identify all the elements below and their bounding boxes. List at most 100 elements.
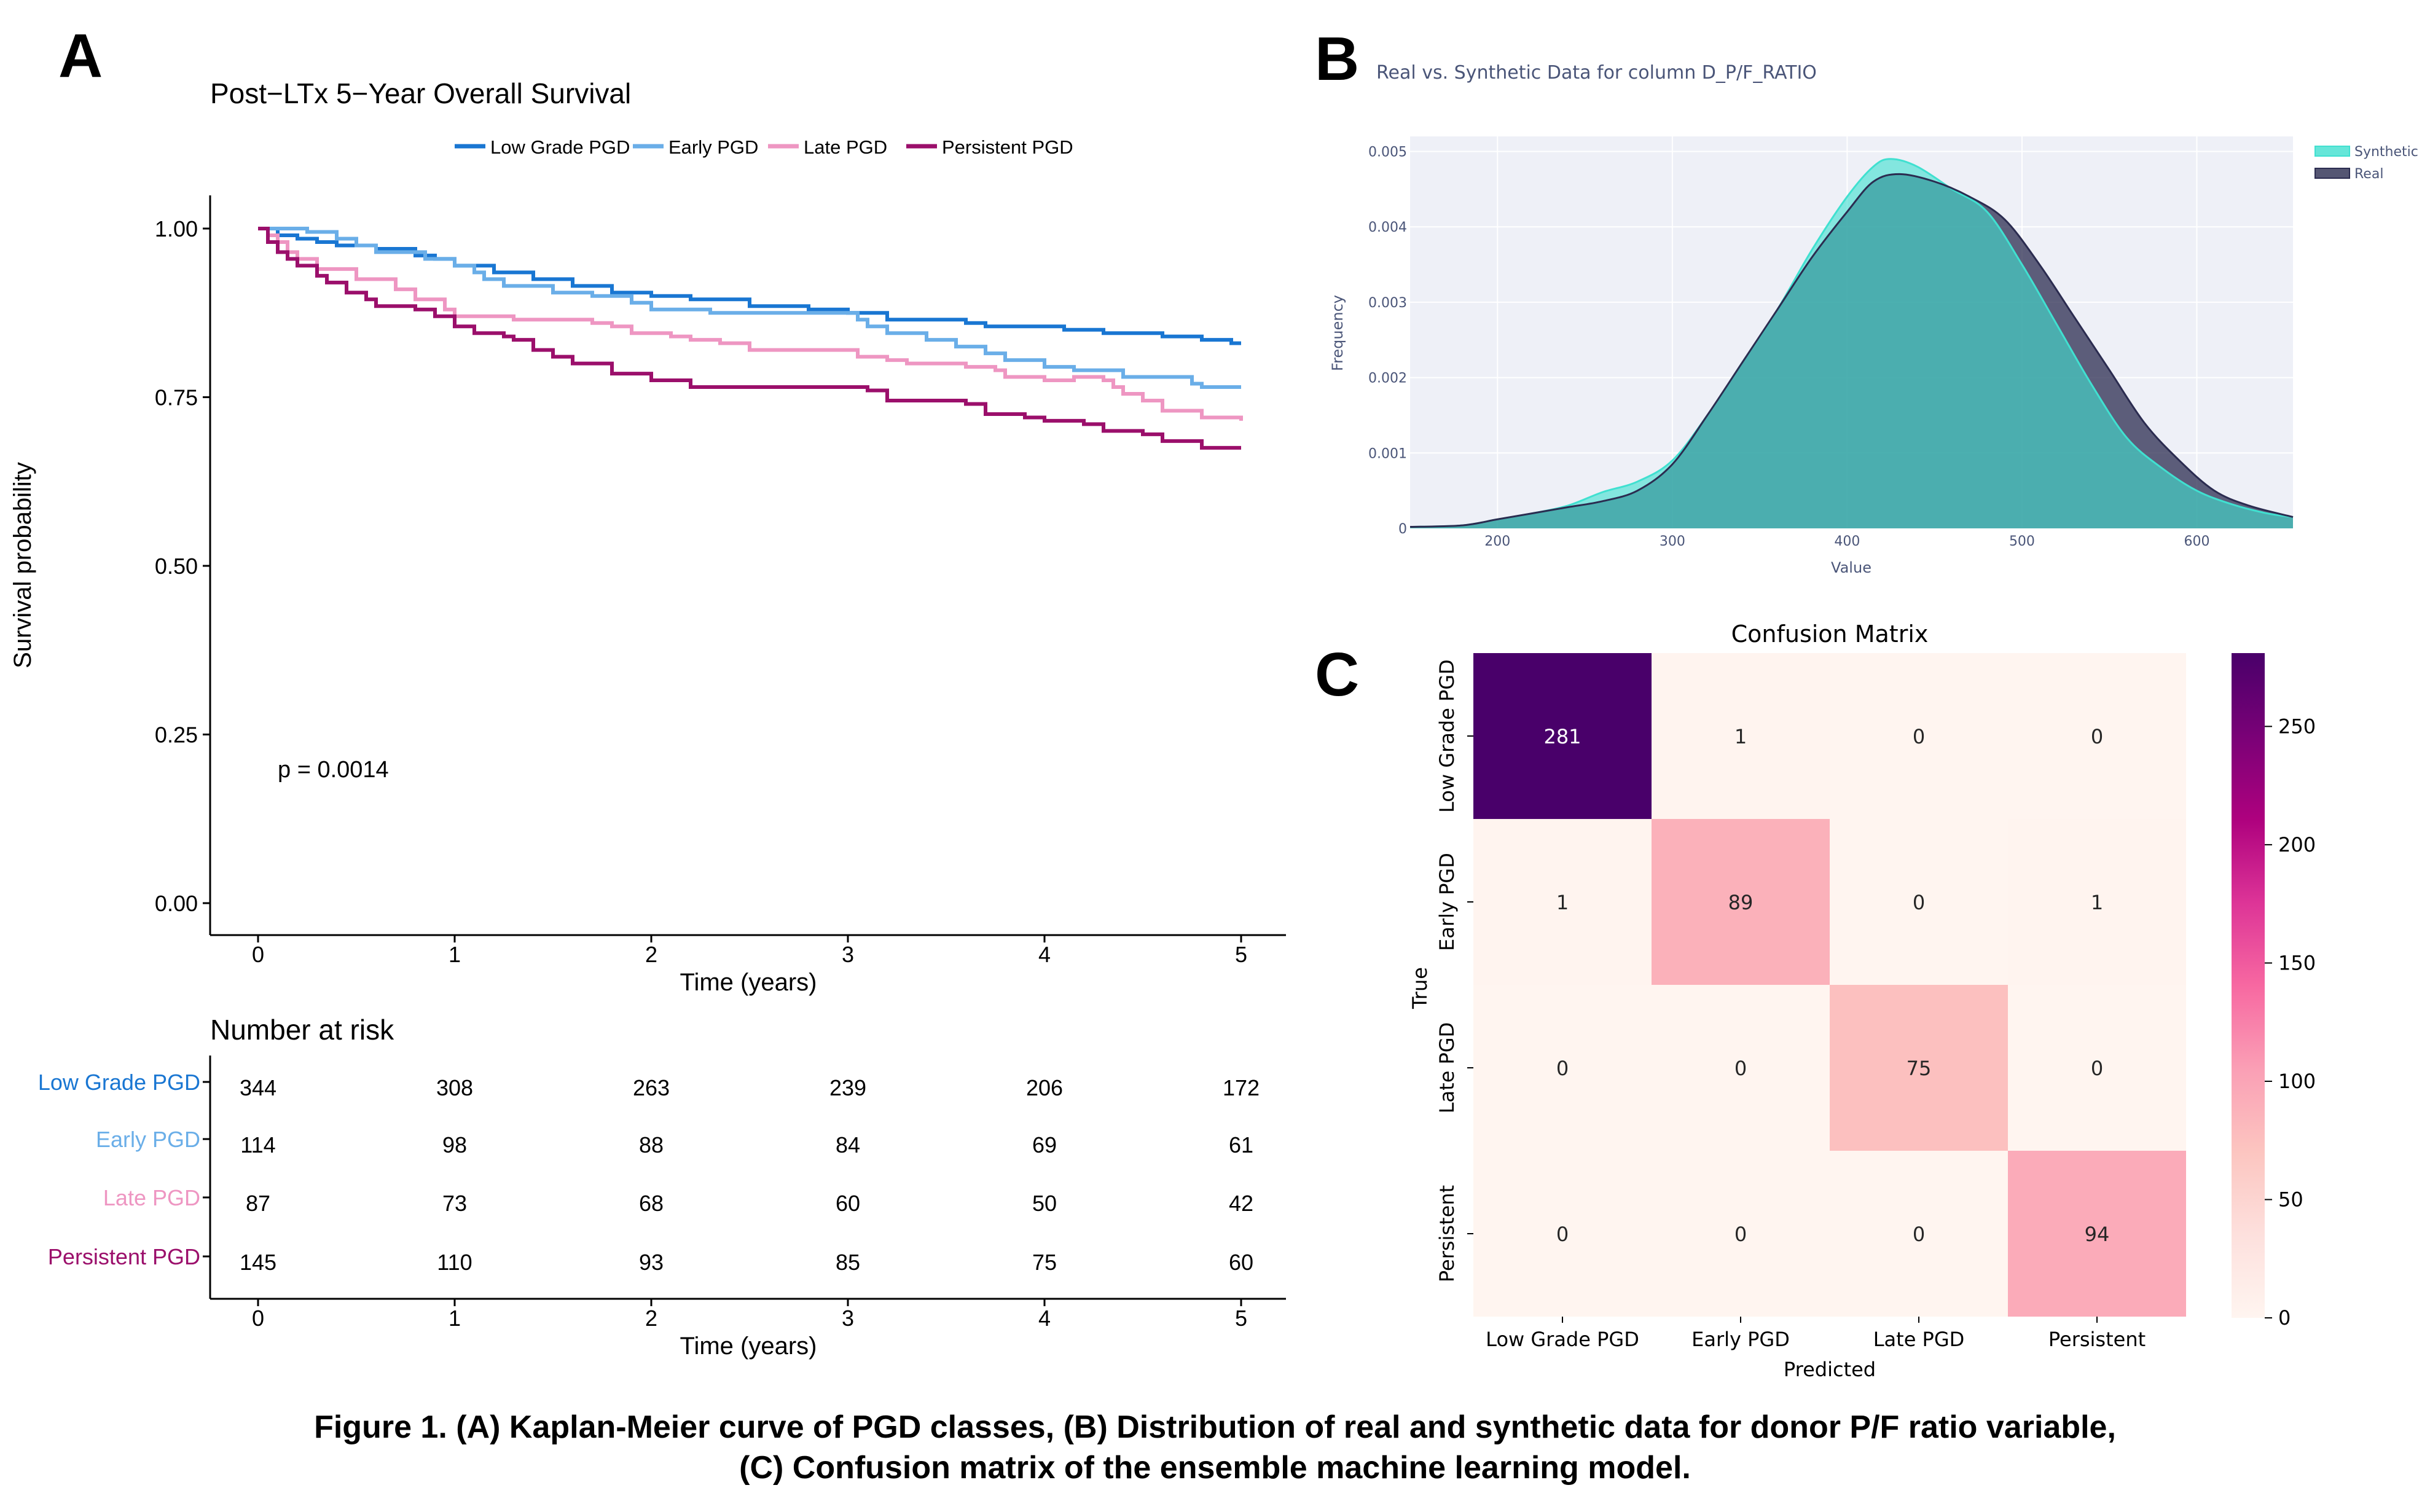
risk-table-cell: 344 (240, 1075, 276, 1100)
density-area-synthetic (1410, 159, 2293, 528)
cm-cell-fill (1473, 819, 1652, 985)
cm-x-tick-label: Early PGD (1691, 1328, 1790, 1351)
density-y-tick-label: 0.001 (1368, 446, 1407, 461)
risk-table-cell: 73 (442, 1191, 467, 1216)
km-curve (258, 227, 1241, 450)
risk-table-row-label: Persistent PGD (48, 1244, 200, 1269)
cm-colorbar-tick-label: 200 (2278, 833, 2316, 856)
km-x-tick-label: 2 (645, 942, 657, 967)
density-y-tick-label: 0.005 (1368, 145, 1407, 160)
risk-table-cell: 84 (836, 1132, 860, 1158)
km-y-ticks: 0.00 0.25 0.50 0.75 1.00 (155, 216, 210, 916)
cm-cell-label: 281 (1543, 725, 1581, 748)
cm-cell-label: 0 (1913, 1223, 1925, 1246)
cm-cell-fill (1830, 653, 2008, 819)
km-x-tick-label: 0 (252, 942, 264, 967)
risk-table-cell: 114 (240, 1132, 275, 1158)
density-legend-swatch (2314, 168, 2350, 179)
density-x-ticks: 200 300 400 500 600 (1484, 534, 2209, 549)
risk-table-x-ticks: 0 1 2 3 4 5 (252, 1299, 1247, 1331)
risk-table-title: Number at risk (210, 1014, 394, 1046)
km-y-axis-label: Survival probability (9, 462, 36, 668)
cm-cell: 75 (1830, 985, 2008, 1151)
risk-table-row: Persistent PGD 145 110 93 85 75 60 (48, 1244, 1253, 1275)
cm-x-tick-label: Low Grade PGD (1486, 1328, 1639, 1351)
km-y-tick-label: 0.00 (155, 891, 198, 916)
density-x-tick-label: 500 (2009, 534, 2035, 549)
cm-cell: 0 (1473, 1151, 1652, 1317)
risk-table-cell: 172 (1223, 1075, 1260, 1100)
cm-cell-fill (1830, 1151, 2008, 1317)
cm-cell: 0 (2008, 985, 2186, 1151)
density-x-tick-label: 400 (1834, 534, 1860, 549)
cm-cell-label: 0 (2091, 725, 2103, 748)
cm-colorbar-tick-label: 250 (2278, 715, 2316, 738)
cm-colorbar-ticks: 0 50 100 150 200 250 (2265, 715, 2316, 1330)
risk-table-cell: 60 (836, 1191, 860, 1216)
km-y-tick-label: 0.75 (155, 385, 198, 410)
panel-letter-a: A (58, 22, 103, 90)
cm-cell: 0 (1473, 985, 1652, 1151)
cm-cell-fill (2008, 819, 2186, 985)
density-title: Real vs. Synthetic Data for column D_P/F… (1376, 62, 1817, 84)
risk-table-x-tick-label: 0 (252, 1306, 264, 1331)
risk-table-cell: 60 (1229, 1250, 1253, 1275)
density-areas (1409, 158, 2294, 528)
risk-table-x-axis-label: Time (years) (680, 1333, 817, 1360)
cm-x-axis-label: Predicted (1784, 1358, 1876, 1381)
km-legend: Low Grade PGD Early PGD Late PGD Persistent… (455, 136, 1073, 158)
cm-cell: 1 (1473, 819, 1652, 985)
caption-line-2: (C) Confusion matrix of the ensemble mac… (739, 1450, 1691, 1486)
caption-line-1: Figure 1. (A) Kaplan-Meier curve of PGD … (314, 1409, 2116, 1445)
density-legend-label: Synthetic (2354, 144, 2418, 160)
panel-letter-c: C (1315, 640, 1359, 709)
cm-y-tick-label: Late PGD (1435, 1022, 1459, 1114)
km-x-tick-label: 3 (842, 942, 854, 967)
cm-cell: 1 (2008, 819, 2186, 985)
km-y-tick-label: 0.25 (155, 723, 198, 748)
density-legend-item: Synthetic (2314, 144, 2418, 160)
risk-table-x-tick-label: 4 (1038, 1306, 1051, 1331)
cm-cell-fill (1473, 653, 1652, 819)
km-x-tick-label: 5 (1235, 942, 1247, 967)
risk-table-x-tick-label: 3 (842, 1306, 854, 1331)
km-y-tick-label: 1.00 (155, 216, 198, 241)
cm-cell-label: 0 (2091, 1057, 2103, 1080)
panel-c: C Confusion Matrix 281 1 0 01 89 0 10 0 75 00 0 0 94… (1315, 621, 2316, 1381)
cm-cell-fill (1652, 985, 1830, 1151)
cm-cell-fill (1830, 819, 2008, 985)
risk-table-cell: 87 (246, 1191, 270, 1216)
cm-cell-fill (1652, 1151, 1830, 1317)
cm-cell-fill (1473, 985, 1652, 1151)
risk-table-cell: 239 (829, 1075, 866, 1100)
density-x-axis-label: Value (1831, 559, 1871, 576)
cm-cell-fill (1473, 1151, 1652, 1317)
km-curve (258, 227, 1243, 421)
density-y-tick-label: 0.002 (1368, 371, 1407, 386)
risk-table-cell: 93 (639, 1250, 664, 1275)
cm-colorbar-tick-label: 0 (2278, 1306, 2291, 1330)
cm-cell: 0 (1652, 1151, 1830, 1317)
density-x-tick-label: 200 (1484, 534, 1510, 549)
km-legend-item: Low Grade PGD (455, 136, 630, 158)
km-x-axis-label: Time (years) (680, 969, 817, 996)
risk-table-cell: 88 (639, 1132, 664, 1158)
density-line-synthetic (1409, 158, 2294, 528)
km-curves (258, 227, 1243, 450)
cm-cell: 281 (1473, 653, 1652, 819)
density-x-tick-label: 300 (1660, 534, 1685, 549)
km-pvalue: p = 0.0014 (278, 757, 389, 783)
cm-cell-label: 0 (1734, 1057, 1747, 1080)
cm-colorbar-tick-label: 100 (2278, 1070, 2316, 1093)
cm-title: Confusion Matrix (1731, 621, 1929, 648)
cm-x-tick-label: Persistent (2048, 1328, 2146, 1351)
cm-cell-label: 89 (1728, 891, 1754, 914)
cm-cell-label: 0 (1556, 1057, 1569, 1080)
risk-table-cell: 42 (1229, 1191, 1253, 1216)
cm-y-tick-label: Early PGD (1435, 853, 1459, 951)
km-legend-label: Early PGD (668, 136, 758, 158)
density-y-ticks: 0 0.001 0.002 0.003 0.004 0.005 (1368, 145, 1407, 537)
cm-cell: 89 (1652, 819, 1830, 985)
cm-y-tick-label: Persistent (1435, 1185, 1459, 1282)
density-y-tick-label: 0 (1398, 522, 1407, 537)
